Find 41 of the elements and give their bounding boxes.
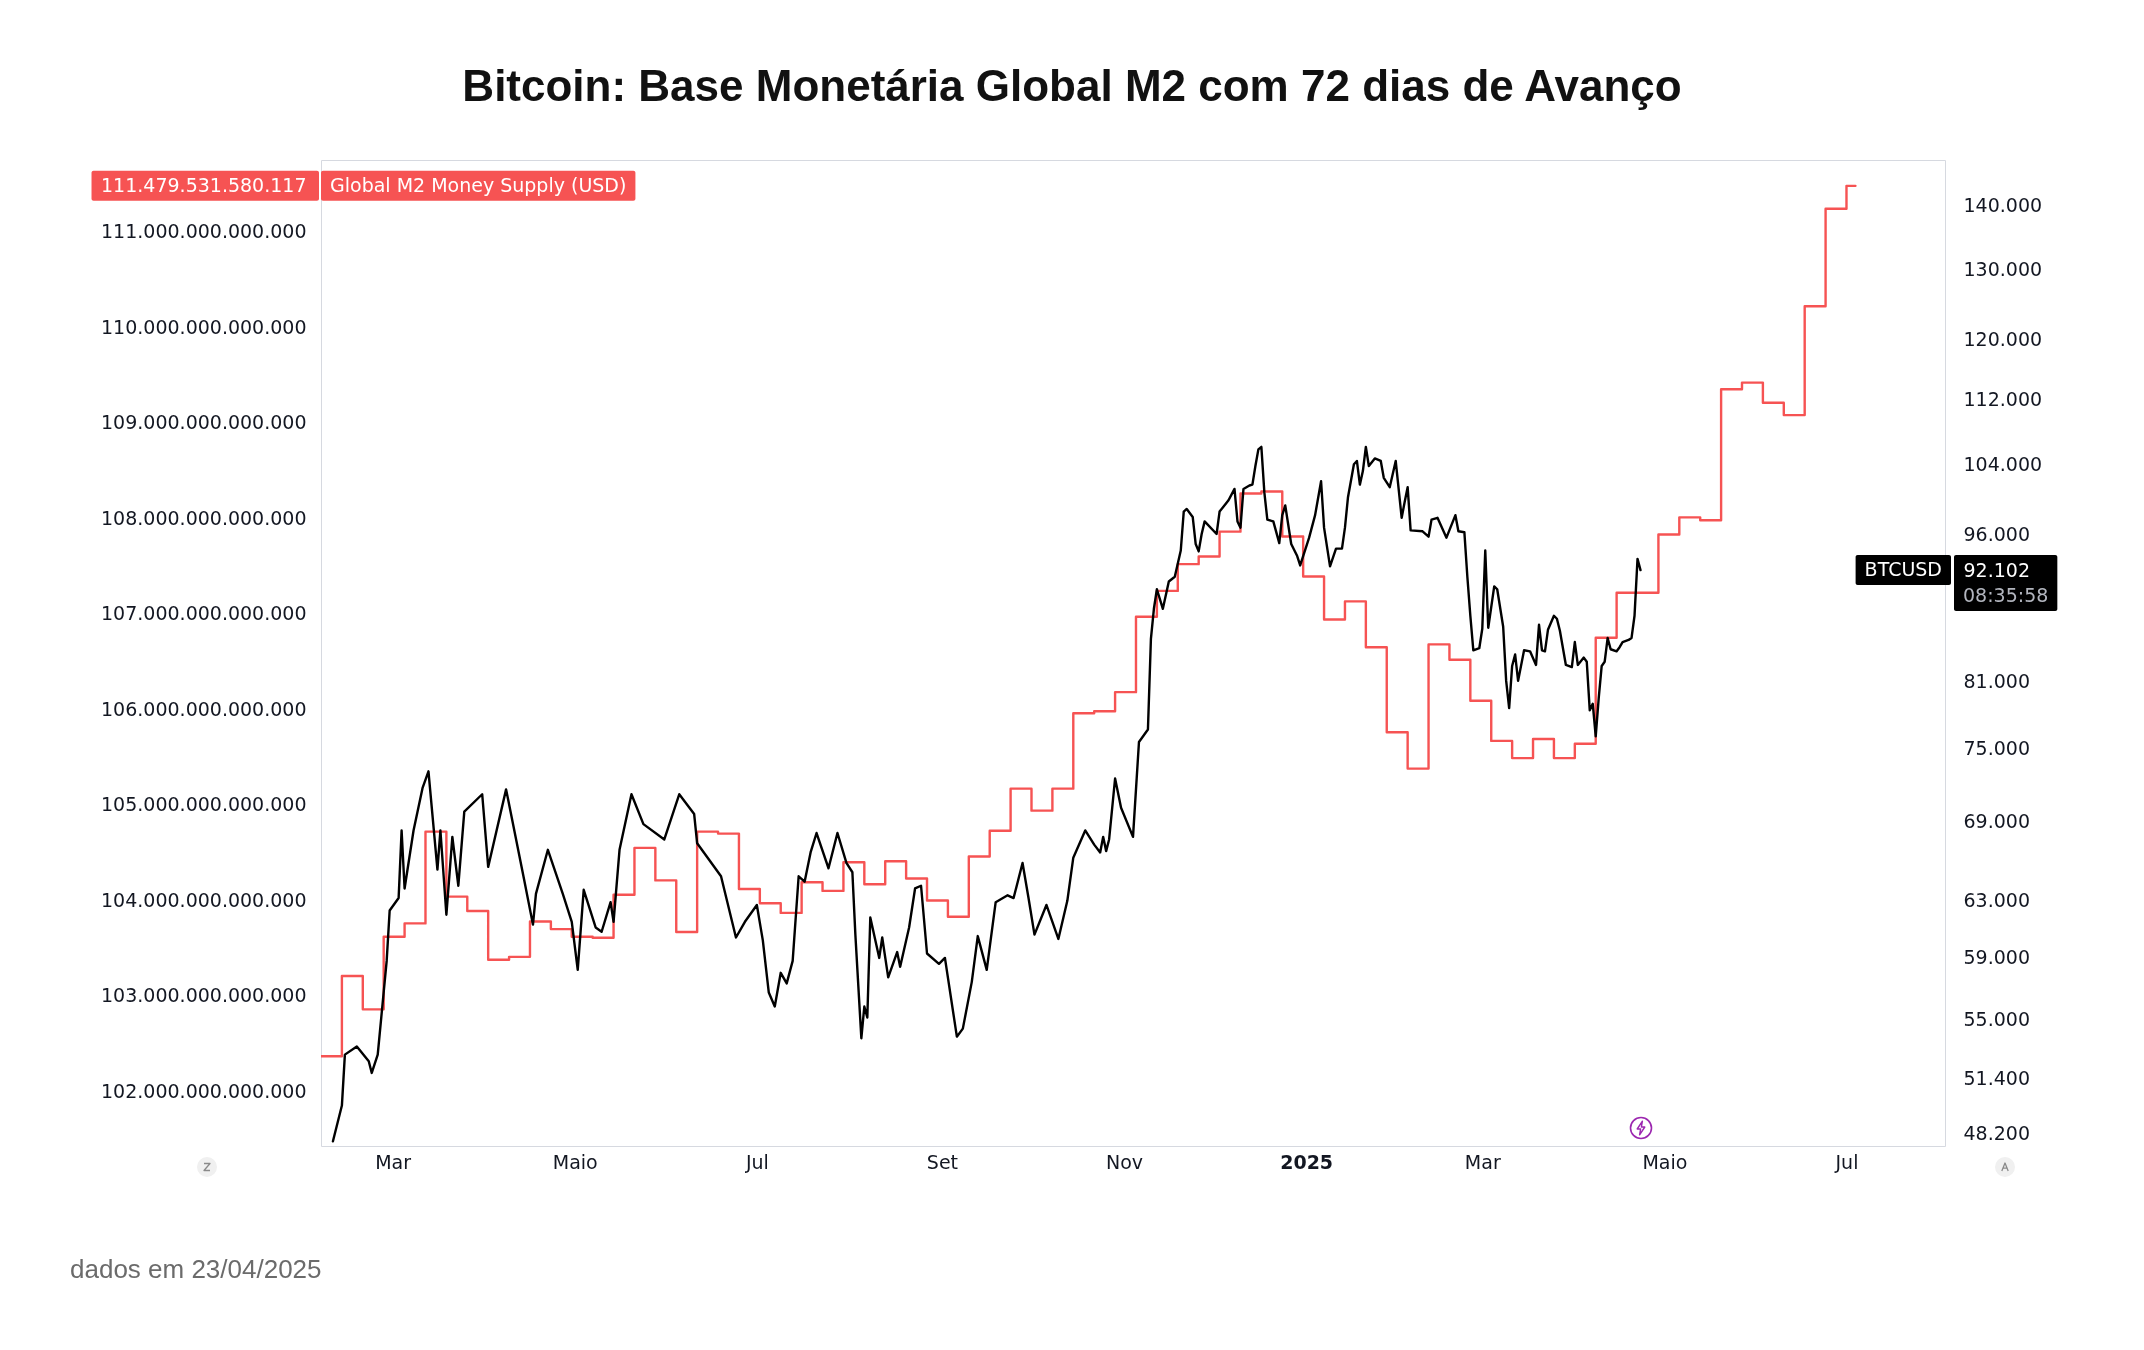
text: 08:35:58 <box>1963 584 2049 607</box>
y2-tick-label: 51.400 <box>1963 1066 2030 1089</box>
x-tick-label: Maio <box>1642 1150 1688 1173</box>
y2-tick-label: 112.000 <box>1963 388 2043 411</box>
y2-tick-label: 140.000 <box>1963 193 2043 216</box>
y2-tick-label: 75.000 <box>1963 737 2030 760</box>
y2-tick-label: 63.000 <box>1963 889 2030 912</box>
chart-title: Bitcoin: Base Monetária Global M2 com 72 dias de Avanço <box>462 61 1682 110</box>
x-tick-label: Mar <box>1464 1150 1501 1173</box>
y-tick-label: 107.000.000.000.000 <box>101 602 307 625</box>
text: BTCUSD <box>1864 558 1943 581</box>
y-tick-label: 111.479.531.580.117 <box>101 174 307 197</box>
y2-tick-label: 69.000 <box>1963 810 2030 833</box>
y-tick-label: 111.000.000.000.000 <box>101 220 307 243</box>
text: Global M2 Money Supply (USD) <box>330 173 627 196</box>
y-tick-label: 106.000.000.000.000 <box>101 697 307 720</box>
y2-tick-label: 96.000 <box>1963 522 2030 545</box>
y2-tick-label: 48.200 <box>1963 1122 2030 1145</box>
x-tick-label: Set <box>926 1150 959 1173</box>
x-tick-label: Jul <box>1834 1150 1859 1173</box>
y-tick-label: 108.000.000.000.000 <box>101 506 307 529</box>
y-tick-label: 103.000.000.000.000 <box>101 984 307 1007</box>
y-tick-label: 102.000.000.000.000 <box>101 1080 307 1103</box>
x-tick-label: Maio <box>552 1150 598 1173</box>
y-tick-label: 110.000.000.000.000 <box>101 315 307 338</box>
y2-tick-label: 81.000 <box>1963 670 2030 693</box>
y2-tick-label: 104.000 <box>1963 452 2043 475</box>
line-series <box>331 445 1642 1143</box>
y2-tick-label: 55.000 <box>1963 1007 2030 1030</box>
x-tick-label: 2025 <box>1280 1150 1334 1173</box>
text: dados em 23/04/2025 <box>70 1254 322 1284</box>
y2-tick-label: 130.000 <box>1963 258 2043 281</box>
x-tick-label: Mar <box>375 1150 412 1173</box>
y-tick-label: 105.000.000.000.000 <box>101 793 307 816</box>
y2-tick-label: 59.000 <box>1963 946 2030 969</box>
y2-tick-label: 92.102 <box>1963 558 2030 581</box>
x-tick-label: Jul <box>744 1150 769 1173</box>
y-tick-label: 109.000.000.000.000 <box>101 411 307 434</box>
y2-tick-label: 120.000 <box>1963 328 2043 351</box>
y-tick-label: 104.000.000.000.000 <box>101 888 307 911</box>
x-tick-label: Nov <box>1106 1150 1144 1173</box>
